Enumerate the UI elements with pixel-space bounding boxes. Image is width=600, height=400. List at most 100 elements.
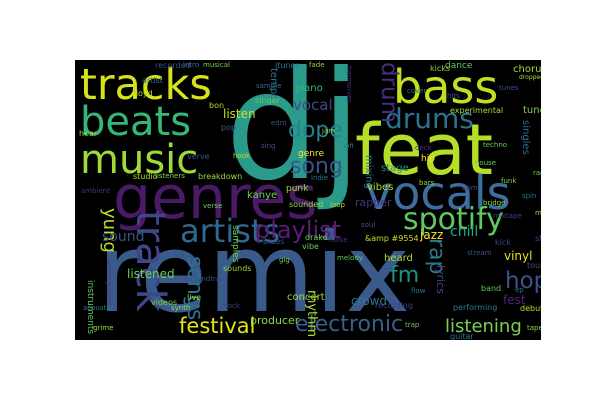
word-drum: drum	[376, 62, 402, 124]
word-genre: genre	[298, 149, 324, 159]
word-piano: piano	[295, 83, 323, 94]
word-amp-9554: &amp #9554	[365, 234, 419, 243]
word-hits: hits	[447, 92, 460, 100]
word-remix: remix	[97, 209, 411, 337]
word-listen: listen	[223, 107, 256, 121]
word-sample: sample	[256, 82, 282, 90]
word-jam: jam	[322, 127, 336, 135]
word-bridge: bridge	[483, 199, 506, 207]
word-tour: tour	[527, 261, 541, 270]
word-trap: trap	[405, 321, 420, 329]
word-mix: mix	[535, 209, 541, 217]
word-crowd: crowd	[351, 294, 388, 308]
word-deck: deck	[415, 144, 432, 152]
word-verse: verse	[203, 202, 223, 210]
word-music: music	[80, 137, 199, 183]
word-bars: bars	[419, 179, 435, 187]
word-gig: gig	[279, 256, 290, 264]
word-edm: edm	[271, 119, 287, 127]
word-cover: cover	[407, 87, 427, 95]
word-kanye: kanye	[247, 190, 278, 201]
word-live: live	[187, 293, 202, 302]
word-recording: recording	[375, 301, 413, 310]
word-styles: styles	[535, 234, 541, 243]
word-guitar: guitar	[450, 332, 474, 341]
word-fm: fm	[390, 263, 420, 288]
word-tune: tune	[523, 105, 541, 116]
word-ep: ep	[515, 286, 524, 294]
word-melody: melody	[337, 254, 363, 262]
word-kicks: kicks	[430, 64, 451, 73]
word-singles: singles	[520, 120, 531, 155]
word-cloud: remix dj feat genres tracks bass beats music voc…	[75, 60, 541, 340]
word-acoustic: acoustic	[83, 304, 113, 312]
word-spotify: spotify	[403, 202, 504, 237]
word-dope: dope	[288, 118, 343, 143]
word-house: house	[475, 159, 497, 167]
word-vibe: vibe	[302, 242, 319, 251]
word-experimental: experimental	[450, 106, 504, 115]
word-itunes: itunes	[275, 61, 300, 70]
word-producer: producer	[250, 314, 300, 327]
word-intro: intro	[183, 61, 200, 69]
word-festival: festival	[179, 314, 256, 338]
word-hop: hop	[505, 268, 541, 294]
word-vocals: vocals	[365, 166, 511, 220]
word-floyd: floyd	[133, 89, 153, 98]
word-drake: drake	[305, 233, 328, 242]
word-noise: noise	[329, 236, 348, 244]
word-indie: indie	[311, 174, 329, 182]
word-tunes: tunes	[499, 84, 519, 92]
word-recorded: recorded	[155, 61, 191, 70]
word-playlist: playlist	[255, 216, 342, 244]
word-samples: samples	[230, 225, 240, 263]
word-vocal: vocal	[293, 96, 333, 114]
word-radio: radio	[533, 169, 541, 177]
word-punk: punk	[286, 184, 309, 194]
word-vibes: vibes	[367, 182, 394, 193]
word-listeners: listeners	[155, 172, 185, 180]
word-track: track	[127, 210, 173, 312]
word-song: song	[290, 154, 343, 179]
word-sound: sound	[102, 229, 145, 245]
word-listened: listened	[127, 267, 175, 281]
word-underground: underground	[105, 260, 113, 306]
word-tracks: tracks	[80, 60, 212, 110]
word-mixtape: mixtape	[493, 212, 522, 220]
word-bon: bon	[209, 101, 225, 110]
word-bpm: bpm	[462, 184, 478, 192]
word-videos: videos	[151, 298, 178, 307]
word-drums: drums	[385, 102, 474, 135]
word-singer: singer	[255, 96, 280, 105]
word-artists: artists	[180, 212, 281, 250]
word-soundtrack: soundtrack	[189, 275, 229, 283]
word-genres: genres	[113, 163, 318, 233]
word-performing: performing	[453, 303, 498, 312]
word-flow: flow	[411, 287, 426, 295]
word-debut: debut	[520, 304, 541, 313]
word-verve: verve	[187, 152, 210, 161]
word-lofi: lofi	[343, 142, 354, 150]
word-listening: listening	[445, 316, 522, 337]
word-chill: chill	[450, 224, 479, 240]
word-electronic: electronic	[295, 312, 404, 337]
word-sing: sing	[261, 142, 276, 150]
word-hear: hear	[79, 129, 98, 138]
word-concert: concert	[287, 292, 325, 303]
word-artist: artist	[142, 76, 163, 85]
word-kick: kick	[495, 238, 511, 247]
word-rock: rock	[225, 302, 240, 310]
word-feat: feat	[355, 109, 494, 191]
word-sounded: sounded	[289, 200, 324, 209]
word-dance: dance	[445, 61, 473, 71]
word-tape: tape	[527, 324, 541, 332]
word-stream: stream	[467, 249, 492, 257]
word-blues: blues	[263, 237, 285, 246]
word-hook: hook	[233, 152, 251, 160]
word-techno: techno	[483, 141, 508, 149]
word-fade: fade	[309, 61, 325, 69]
word-rapper: rapper	[355, 196, 392, 209]
word-dropped: dropped	[519, 74, 541, 81]
word-ambient: ambient	[81, 187, 110, 195]
